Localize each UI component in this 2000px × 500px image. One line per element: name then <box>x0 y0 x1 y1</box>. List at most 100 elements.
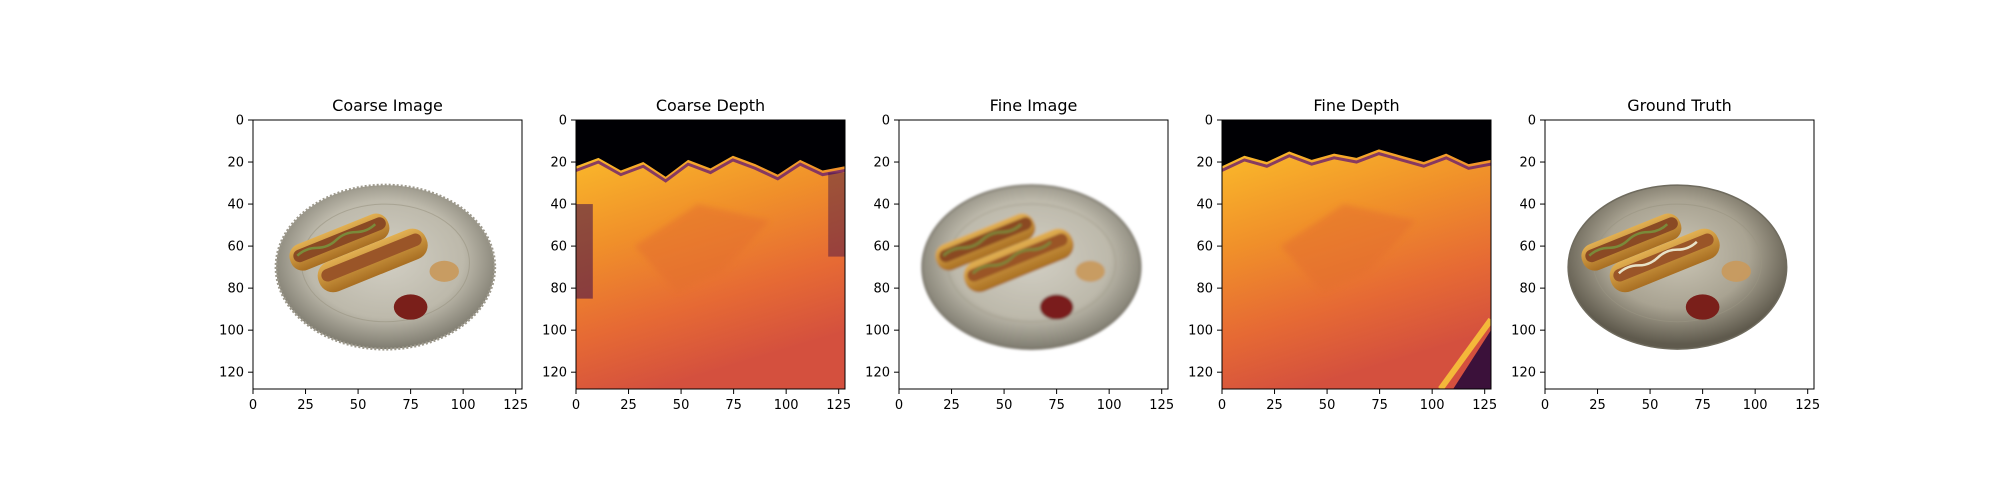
depth-fringe <box>1222 152 1491 172</box>
x-tick-label: 25 <box>1589 398 1606 413</box>
axes-frame <box>1221 119 1492 390</box>
panel-image-gt: Ground Truth 0 25 50 75 100 125 0 20 40 60 80 100 120 <box>1511 96 1820 413</box>
axes-frame <box>252 119 523 390</box>
ketchup <box>393 294 428 320</box>
y-tick-label: 40 <box>1196 198 1213 213</box>
relish <box>1588 223 1669 257</box>
y-tick-label: 20 <box>1519 156 1536 171</box>
y-tick-label: 120 <box>219 366 244 381</box>
x-tick-label: 125 <box>1149 398 1174 413</box>
y-tick-label: 80 <box>1519 282 1536 297</box>
x-tick-label: 50 <box>1319 398 1336 413</box>
x-tick-label: 125 <box>1795 398 1820 413</box>
hot-dog-front <box>963 228 1074 293</box>
hot-dog-front <box>1609 228 1720 293</box>
x-tick-label: 25 <box>297 398 314 413</box>
x-tick-label: 100 <box>1420 398 1445 413</box>
panel-image <box>576 120 845 389</box>
y-tick-label: 60 <box>873 240 890 255</box>
y-tick-label: 0 <box>882 114 890 129</box>
y-tick-label: 60 <box>227 240 244 255</box>
panel-title: Coarse Depth <box>656 96 765 115</box>
panel-image <box>899 120 1168 389</box>
sausage <box>939 217 1032 263</box>
y-tick-label: 80 <box>873 282 890 297</box>
y-tick-label: 0 <box>1528 114 1536 129</box>
sausage <box>1585 217 1678 263</box>
food-scene <box>1567 184 1788 350</box>
depth-noise-left <box>576 204 593 299</box>
sausage <box>293 217 386 263</box>
hot-dog-front <box>317 228 428 293</box>
y-tick-label: 60 <box>550 240 567 255</box>
hot-dog-back <box>289 213 390 271</box>
depth-hotdogs <box>1280 204 1416 293</box>
y-tick-label: 120 <box>542 366 567 381</box>
x-tick-label: 0 <box>572 398 580 413</box>
x-tick-label: 100 <box>1743 398 1768 413</box>
x-tick-label: 75 <box>725 398 742 413</box>
panel-image <box>253 120 522 389</box>
axes-frame <box>575 119 846 390</box>
food-scene <box>274 183 497 351</box>
y-tick-label: 100 <box>542 324 567 339</box>
x-tick-label: 100 <box>451 398 476 413</box>
mustard <box>1721 260 1751 282</box>
depth-corner-streak <box>1438 317 1491 389</box>
x-tick-label: 0 <box>1218 398 1226 413</box>
x-tick-label: 75 <box>402 398 419 413</box>
mustard <box>1075 260 1105 282</box>
ketchup <box>1685 294 1720 320</box>
y-tick-label: 60 <box>1196 240 1213 255</box>
y-tick-label: 100 <box>1511 324 1536 339</box>
y-tick-label: 120 <box>865 366 890 381</box>
panel-title: Coarse Image <box>332 96 443 115</box>
y-tick-label: 60 <box>1519 240 1536 255</box>
depth-corner-dark <box>1453 330 1491 389</box>
x-tick-label: 50 <box>1642 398 1659 413</box>
y-tick-label: 0 <box>1205 114 1213 129</box>
mustard <box>429 260 459 282</box>
depth-hotdogs <box>634 204 770 293</box>
depth-noise-right <box>828 172 845 257</box>
topping <box>972 240 1052 275</box>
x-tick-label: 50 <box>350 398 367 413</box>
axes-frame <box>898 119 1169 390</box>
food-scene <box>921 184 1142 350</box>
hot-dog-back <box>1581 213 1682 271</box>
x-tick-label: 50 <box>996 398 1013 413</box>
y-tick-label: 40 <box>227 198 244 213</box>
y-tick-label: 20 <box>550 156 567 171</box>
y-tick-label: 40 <box>550 198 567 213</box>
panel-depth-coarse: Coarse Depth 0 25 50 75 100 125 0 20 40 60 80 100 120 <box>542 96 851 413</box>
panel-title: Fine Depth <box>1313 96 1399 115</box>
panel-image <box>1545 120 1814 389</box>
x-tick-label: 25 <box>943 398 960 413</box>
x-tick-label: 0 <box>249 398 257 413</box>
y-tick-label: 0 <box>559 114 567 129</box>
sausage <box>321 233 422 282</box>
x-tick-label: 25 <box>1266 398 1283 413</box>
x-tick-label: 125 <box>826 398 851 413</box>
y-tick-label: 40 <box>873 198 890 213</box>
depth-background <box>1222 120 1491 167</box>
y-tick-label: 100 <box>865 324 890 339</box>
panel-image-coarse: Coarse Image 0 25 50 75 100 125 0 20 40 60 80 100 120 <box>219 96 528 413</box>
relish <box>296 223 377 257</box>
x-tick-label: 75 <box>1694 398 1711 413</box>
panel-image-fine: Fine Image 0 25 50 75 100 125 0 20 40 60 80 100 120 <box>865 96 1174 413</box>
y-tick-label: 40 <box>1519 198 1536 213</box>
depth-background <box>576 120 845 177</box>
y-tick-label: 20 <box>873 156 890 171</box>
sausage <box>1613 233 1714 282</box>
axes-frame <box>1544 119 1815 390</box>
x-tick-label: 25 <box>620 398 637 413</box>
topping <box>1618 240 1698 275</box>
x-tick-label: 0 <box>1541 398 1549 413</box>
y-tick-label: 80 <box>227 282 244 297</box>
hot-dog-back <box>935 213 1036 271</box>
panel-title: Ground Truth <box>1627 96 1732 115</box>
y-tick-label: 100 <box>1188 324 1213 339</box>
y-tick-label: 100 <box>219 324 244 339</box>
